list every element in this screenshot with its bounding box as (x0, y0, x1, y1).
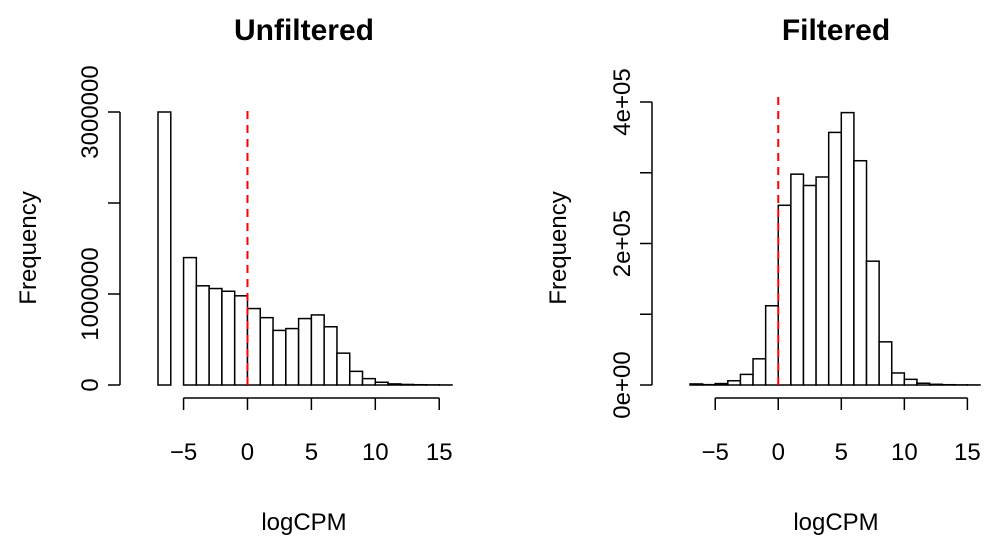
x-tick-label: 15 (954, 439, 981, 466)
y-axis-label: Frequency (15, 191, 42, 304)
histogram-bar (361, 377, 377, 386)
x-tick-label: 10 (891, 439, 918, 466)
histogram-bar (323, 326, 338, 386)
chart-title: Unfiltered (234, 14, 374, 47)
histogram-bar (374, 381, 389, 386)
y-tick-label: 2e+05 (609, 210, 636, 277)
chart-title: Filtered (782, 14, 890, 47)
histogram-bar (221, 290, 236, 386)
histogram-bar (878, 341, 893, 386)
histogram-bar (764, 305, 780, 386)
histogram-bar (739, 373, 754, 386)
histogram-bar (689, 383, 704, 386)
x-axis-label: logCPM (793, 509, 878, 536)
histogram-bar (348, 370, 364, 386)
histogram-bar (310, 314, 325, 386)
histogram-bar (285, 327, 300, 386)
x-tick-label: 0 (772, 439, 785, 466)
histogram-bar (777, 204, 792, 386)
x-axis-label: logCPM (261, 509, 346, 536)
histogram-bar (259, 316, 274, 386)
histogram-bar (928, 383, 943, 386)
x-tick-label: 0 (241, 439, 254, 466)
bars (689, 111, 981, 386)
bars (157, 111, 453, 386)
histogram-bar (840, 111, 855, 386)
y-axis-label: Frequency (545, 191, 572, 304)
histogram-bar (815, 176, 830, 386)
histogram-bar (246, 307, 262, 386)
histogram-bar (802, 184, 817, 386)
histogram-bar (182, 256, 198, 386)
x-tick-label: −5 (702, 439, 729, 466)
y-tick-label: 0e+00 (609, 351, 636, 418)
x-tick-label: 10 (362, 439, 389, 466)
histogram-bar (827, 131, 843, 386)
x-tick-label: −5 (170, 439, 197, 466)
x-tick-label: 15 (426, 439, 453, 466)
y-axis: 0e+00 2e+05 4e+05 (609, 68, 653, 419)
histogram-bar (865, 260, 880, 386)
histogram-bar (387, 383, 402, 386)
histogram-bar (208, 287, 223, 386)
histogram-bar (336, 352, 351, 386)
histogram-bar (916, 382, 931, 386)
unfiltered-histogram-panel: Unfiltered logCPM Frequency −5 0 5 10 15 0 10… (15, 14, 453, 536)
x-tick-label: 5 (305, 439, 318, 466)
histogram-bar (752, 358, 767, 386)
x-tick-label: 5 (835, 439, 848, 466)
x-axis: −5 0 5 10 15 (170, 397, 453, 466)
y-tick-label: 4e+05 (609, 68, 636, 135)
histogram-bar (714, 382, 729, 386)
histogram-bar (790, 173, 805, 386)
histogram-bar (297, 317, 313, 386)
histogram-bar (157, 111, 172, 386)
histogram-bar (195, 285, 210, 386)
y-tick-label: 0 (77, 378, 104, 391)
histogram-bar (890, 372, 906, 386)
histogram-bar (233, 295, 249, 386)
x-axis: −5 0 5 10 15 (702, 397, 981, 466)
histogram-bar (903, 378, 918, 386)
y-tick-label: 3000000 (77, 65, 104, 158)
y-tick-label: 1000000 (77, 247, 104, 340)
histogram-bar (853, 159, 868, 386)
histogram-bar (272, 329, 287, 386)
y-axis: 0 1000000 3000000 (77, 65, 121, 392)
histogram-bar (400, 383, 415, 386)
filtered-histogram-panel: Filtered logCPM Frequency −5 0 5 10 15 0e+00… (545, 14, 981, 536)
histogram-bar (727, 380, 742, 386)
